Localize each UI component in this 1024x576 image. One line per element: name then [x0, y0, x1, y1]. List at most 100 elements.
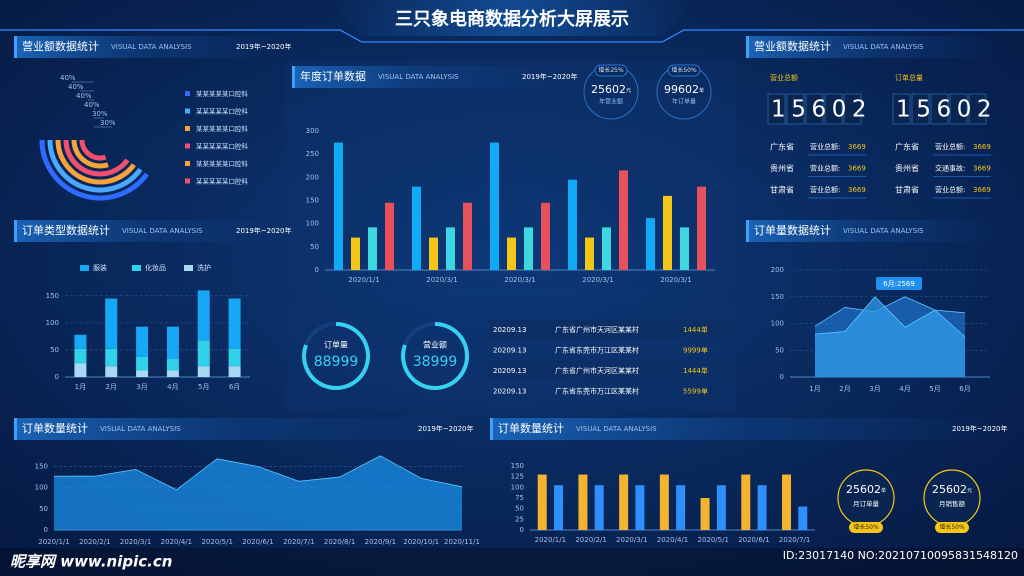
kpi-ring	[923, 469, 981, 527]
bar-segment	[166, 370, 179, 377]
y-tick-label: 200	[306, 173, 319, 181]
bar	[334, 142, 343, 270]
legend-label: 服装	[93, 263, 107, 272]
panel-title: 订单数量统计	[498, 422, 564, 435]
y-tick-label: 50	[515, 505, 524, 513]
kpi-badge-label: 增长50%	[671, 66, 697, 74]
area-fill	[815, 296, 965, 377]
region-name: 甘肃省	[895, 185, 919, 195]
panel-subtitle: VISUAL DATA ANALYSIS	[378, 73, 459, 81]
radial-label: 40%	[60, 74, 76, 82]
region-label: 营业总额:	[935, 185, 965, 194]
kpi-badge-label: 增长50%	[939, 523, 965, 531]
title-frame	[330, 0, 694, 36]
bar	[619, 170, 628, 270]
total-value: 15602	[771, 97, 872, 123]
total-label: 订单总量	[895, 73, 923, 82]
bar	[716, 485, 726, 530]
x-tick-label: 1月	[809, 385, 820, 393]
bar	[537, 474, 547, 530]
kpi-number: 25602	[591, 83, 626, 96]
kpi-unit: 元	[626, 88, 631, 94]
digit-box	[968, 93, 987, 125]
panel-accent	[490, 418, 493, 440]
x-tick-label: 5月	[198, 383, 209, 391]
panel-header	[490, 418, 1000, 440]
bar	[578, 474, 588, 530]
bar	[412, 186, 421, 270]
kpi-value: 25602单	[846, 483, 886, 496]
digit-box	[911, 93, 930, 125]
kpi-label: 月销售额	[939, 499, 966, 508]
bar	[429, 237, 438, 270]
bar	[446, 227, 455, 270]
bar-segment	[74, 348, 87, 364]
radial-label: 30%	[92, 110, 108, 118]
x-tick-label: 2020/3/1	[120, 538, 151, 546]
region-name: 甘肃省	[770, 185, 794, 195]
kpi-value: 38999	[413, 354, 458, 370]
y-tick-label: 200	[771, 266, 784, 274]
bar-segment	[228, 298, 241, 349]
panel-period: 2019年~2020年	[236, 42, 292, 51]
x-tick-label: 3月	[136, 383, 147, 391]
region-name: 广东省	[770, 142, 794, 152]
legend-swatch	[185, 161, 190, 166]
kpi-label: 月订单量	[853, 499, 880, 508]
legend-label: 某某某某某口腔科	[196, 124, 249, 133]
kpi-unit: 单	[699, 87, 704, 94]
panel-header	[14, 418, 464, 440]
kpi-ring	[837, 469, 895, 527]
x-tick-label: 2020/1/1	[38, 538, 69, 546]
bar-segment	[228, 348, 241, 367]
panel-bg	[286, 300, 736, 410]
digit-box	[767, 93, 786, 125]
y-tick-label: 25	[515, 515, 524, 523]
panel-period: 2019年~2020年	[952, 424, 1008, 433]
kpi-unit: 单	[881, 487, 886, 494]
y-tick-label: 50	[39, 505, 48, 513]
x-tick-label: 2020/9/1	[365, 538, 396, 546]
y-tick-label: 0	[315, 266, 319, 274]
region-value: 3669	[848, 186, 866, 194]
kpi-label: 营业额	[423, 340, 447, 350]
y-tick-label: 100	[511, 483, 524, 491]
y-tick-label: 100	[46, 319, 59, 327]
table-date: 20209.13	[493, 347, 526, 355]
region-label: 营业总额:	[935, 142, 965, 151]
table-date: 20209.13	[493, 367, 526, 375]
kpi-badge	[935, 522, 969, 533]
x-tick-label: 1月	[75, 383, 86, 391]
area-line	[54, 455, 463, 491]
bar	[798, 506, 808, 530]
bar-segment	[105, 348, 118, 367]
y-tick-label: 300	[306, 127, 319, 135]
y-tick-label: 100	[771, 320, 784, 328]
x-tick-label: 2020/11/1	[444, 538, 480, 546]
radial-bar	[39, 139, 149, 201]
table-address: 广东省东莞市万江区某某村	[555, 346, 639, 355]
total-label: 营业总额	[770, 73, 798, 82]
radial-bar	[79, 139, 107, 161]
panel-subtitle: VISUAL DATA ANALYSIS	[111, 43, 192, 51]
bar-segment	[197, 366, 210, 377]
panel-title: 营业额数据统计	[754, 39, 831, 53]
x-tick-label: 5月	[929, 385, 940, 393]
radial-bar	[71, 139, 109, 169]
digit-box	[824, 93, 843, 125]
region-value: 3669	[973, 165, 991, 173]
bar	[385, 202, 394, 270]
bar-segment	[105, 366, 118, 377]
radial-label: 40%	[76, 92, 92, 100]
radial-bar	[63, 139, 130, 177]
digit-box	[949, 93, 968, 125]
kpi-badge	[849, 522, 883, 533]
legend-swatch	[184, 265, 193, 271]
bar-segment	[136, 356, 149, 371]
radial-label: 40%	[84, 101, 100, 109]
region-label: 交通事故:	[935, 164, 965, 173]
x-tick-label: 2020/4/1	[161, 538, 192, 546]
bar	[554, 485, 563, 530]
title-line	[0, 29, 1024, 43]
panel-period: 2019年~2020年	[522, 72, 578, 81]
